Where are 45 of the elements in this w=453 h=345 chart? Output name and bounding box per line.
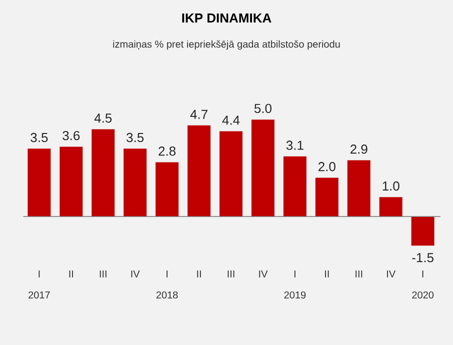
bar xyxy=(347,160,370,217)
text: 2020 xyxy=(412,291,434,299)
bar xyxy=(251,120,274,217)
x-tick-label: III xyxy=(356,270,362,278)
bar xyxy=(92,129,115,217)
data-label: 2.8 xyxy=(158,146,176,156)
chart-subtitle: izmaiņas % pret iepriekšējā gada atbilstošo periodu xyxy=(113,40,340,50)
bar xyxy=(188,125,211,217)
data-label: 4.7 xyxy=(190,110,208,119)
x-tick-label: III xyxy=(228,270,234,278)
bar xyxy=(220,131,242,217)
data-label: -1.5 xyxy=(412,253,434,262)
x-tick-label: II xyxy=(69,270,74,278)
bar xyxy=(315,178,338,217)
data-label: 3.5 xyxy=(30,132,48,142)
data-label: 4.4 xyxy=(222,116,240,125)
x-tick-label: I xyxy=(166,270,168,278)
bar xyxy=(156,162,179,217)
bar xyxy=(283,156,306,217)
data-label: 4.5 xyxy=(94,114,112,123)
data-label: 3.6 xyxy=(62,130,80,140)
data-label: 2.9 xyxy=(350,144,368,154)
data-label: 3.5 xyxy=(126,132,144,142)
x-tick-label: IV xyxy=(387,270,396,278)
bar xyxy=(60,146,83,217)
x-tick-label: I xyxy=(422,270,424,278)
text: 2017 xyxy=(28,291,50,299)
data-label: 1.0 xyxy=(382,181,400,191)
data-label: 5.0 xyxy=(254,104,272,114)
bar xyxy=(28,148,51,217)
bar xyxy=(379,197,402,217)
x-tick-label: II xyxy=(325,270,329,278)
x-tick-label: III xyxy=(100,270,106,278)
text: 2018 xyxy=(156,291,178,299)
x-tick-label: II xyxy=(197,270,201,278)
x-tick-label: IV xyxy=(131,270,140,278)
x-tick-label: I xyxy=(294,270,296,278)
text: 2019 xyxy=(284,291,306,299)
bar xyxy=(411,216,434,246)
data-label: 2.0 xyxy=(318,162,336,172)
x-tick-label: IV xyxy=(259,270,268,278)
bar xyxy=(124,148,147,217)
data-label: 3.1 xyxy=(286,140,304,150)
x-tick-label: I xyxy=(38,270,40,278)
chart-title: IKP DINAMIKA xyxy=(182,14,272,22)
